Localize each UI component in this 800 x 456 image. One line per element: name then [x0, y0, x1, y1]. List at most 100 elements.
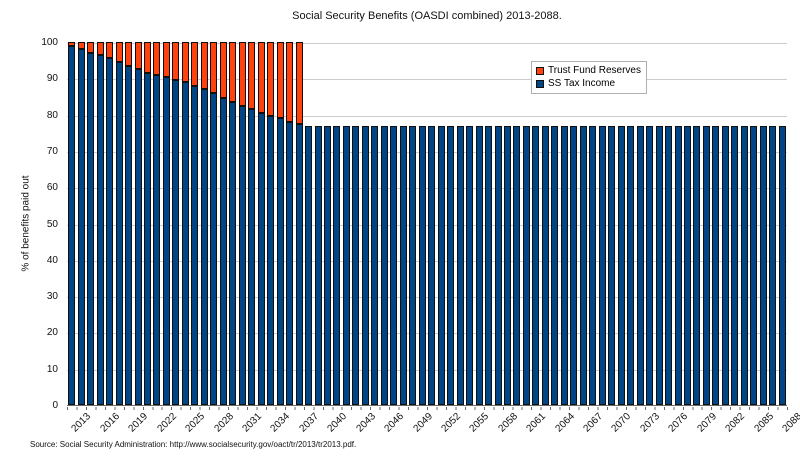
bar-2050: [418, 43, 427, 405]
bar-2049: [408, 43, 417, 405]
bar-segment-ss-tax-income: [740, 125, 748, 405]
bar-segment-trust-fund-reserves: [115, 42, 123, 62]
bar-2059: [503, 43, 512, 405]
bar-2073: [635, 43, 644, 405]
bar-segment-ss-tax-income: [361, 125, 369, 405]
bar-segment-ss-tax-income: [342, 125, 350, 405]
x-tick-label-2058: 2058: [496, 411, 520, 435]
bar-2087: [768, 43, 777, 405]
x-tick-label-2064: 2064: [553, 411, 577, 435]
bar-segment-ss-tax-income: [665, 125, 673, 405]
bar-segment-ss-tax-income: [541, 125, 549, 405]
source-note: Source: Social Security Administration: …: [30, 440, 357, 449]
bar-2078: [683, 43, 692, 405]
bar-2077: [673, 43, 682, 405]
bar-2052: [436, 43, 445, 405]
bar-2083: [730, 43, 739, 405]
bar-2036: [285, 42, 294, 405]
legend-label-trust-fund-reserves: Trust Fund Reserves: [548, 65, 641, 76]
grid-line-50: [67, 224, 787, 226]
bar-segment-trust-fund-reserves: [153, 42, 161, 75]
y-tick-label-40: 40: [46, 254, 58, 266]
bar-segment-ss-tax-income: [191, 85, 199, 405]
x-tick-label-2061: 2061: [524, 411, 549, 435]
grid-line-90: [67, 79, 787, 81]
x-axis-ticks: [67, 407, 788, 410]
bar-segment-ss-tax-income: [428, 125, 436, 405]
bar-segment-ss-tax-income: [181, 81, 189, 405]
bar-segment-ss-tax-income: [324, 125, 331, 405]
x-tick-label-2049: 2049: [411, 411, 435, 435]
bar-segment-ss-tax-income: [238, 105, 246, 405]
bar-segment-trust-fund-reserves: [162, 42, 170, 77]
bar-segment-ss-tax-income: [636, 125, 644, 405]
bar-segment-trust-fund-reserves: [219, 42, 227, 99]
bar-segment-ss-tax-income: [314, 125, 322, 405]
bar-segment-ss-tax-income: [399, 125, 407, 405]
bar-segment-ss-tax-income: [570, 125, 578, 405]
bar-2017: [105, 42, 114, 405]
bar-segment-trust-fund-reserves: [87, 42, 95, 53]
plot-area: [67, 42, 787, 406]
bar-2020: [133, 42, 142, 405]
bar-2086: [759, 43, 768, 405]
bar-2085: [749, 43, 758, 405]
bar-2053: [446, 43, 455, 405]
bar-segment-ss-tax-income: [352, 125, 360, 405]
bar-2021: [143, 42, 152, 405]
bar-2058: [493, 43, 502, 405]
bar-segment-ss-tax-income: [721, 125, 729, 405]
x-tick-label-2043: 2043: [354, 411, 378, 435]
bar-2035: [275, 42, 284, 405]
bar-2071: [616, 43, 625, 405]
bar-segment-ss-tax-income: [750, 125, 758, 405]
y-tick-label-20: 20: [46, 327, 58, 339]
bar-2038: [304, 43, 313, 405]
x-tick-label-2013: 2013: [70, 411, 94, 435]
bar-segment-ss-tax-income: [200, 89, 208, 405]
bar-segment-ss-tax-income: [655, 125, 663, 405]
y-tick-label-60: 60: [46, 182, 58, 194]
bar-2031: [238, 42, 247, 405]
ss-tax-income-swatch: [536, 79, 544, 88]
bar-segment-trust-fund-reserves: [172, 42, 180, 81]
grid-line-30: [67, 297, 787, 299]
bar-2051: [427, 43, 436, 405]
bar-segment-trust-fund-reserves: [96, 42, 104, 55]
bar-2033: [256, 42, 265, 405]
bar-2046: [380, 43, 389, 405]
bar-segment-ss-tax-income: [712, 125, 720, 405]
bar-2074: [645, 43, 654, 405]
bar-segment-ss-tax-income: [674, 125, 682, 405]
bar-segment-ss-tax-income: [598, 125, 606, 405]
bar-2056: [474, 43, 483, 405]
bar-2041: [332, 43, 341, 405]
bar-2054: [455, 43, 464, 405]
bar-segment-ss-tax-income: [466, 125, 474, 405]
y-tick-label-100: 100: [41, 37, 58, 48]
x-tick-label-2034: 2034: [268, 411, 293, 435]
bar-segment-trust-fund-reserves: [181, 42, 189, 82]
bar-2022: [152, 42, 161, 405]
bar-2048: [399, 43, 408, 405]
bar-2081: [711, 43, 720, 405]
bar-segment-ss-tax-income: [759, 125, 767, 405]
bar-segment-trust-fund-reserves: [125, 42, 133, 66]
x-tick-label-2079: 2079: [695, 411, 719, 435]
bar-segment-trust-fund-reserves: [257, 42, 265, 113]
legend-label-ss-tax-income: SS Tax Income: [548, 78, 616, 89]
bar-segment-ss-tax-income: [693, 125, 701, 405]
bar-segment-trust-fund-reserves: [248, 42, 256, 110]
bar-2057: [484, 43, 493, 405]
x-tick-label-2016: 2016: [98, 411, 122, 435]
bar-segment-ss-tax-income: [162, 76, 170, 405]
bar-2084: [740, 43, 749, 405]
bar-segment-ss-tax-income: [522, 125, 530, 405]
bar-2044: [361, 43, 370, 405]
bar-segment-ss-tax-income: [485, 125, 493, 405]
grid-line-100: [67, 43, 787, 44]
bar-segment-ss-tax-income: [560, 125, 568, 405]
bar-segment-ss-tax-income: [684, 125, 691, 405]
bar-segment-trust-fund-reserves: [200, 42, 208, 90]
x-tick-label-2070: 2070: [610, 411, 634, 435]
